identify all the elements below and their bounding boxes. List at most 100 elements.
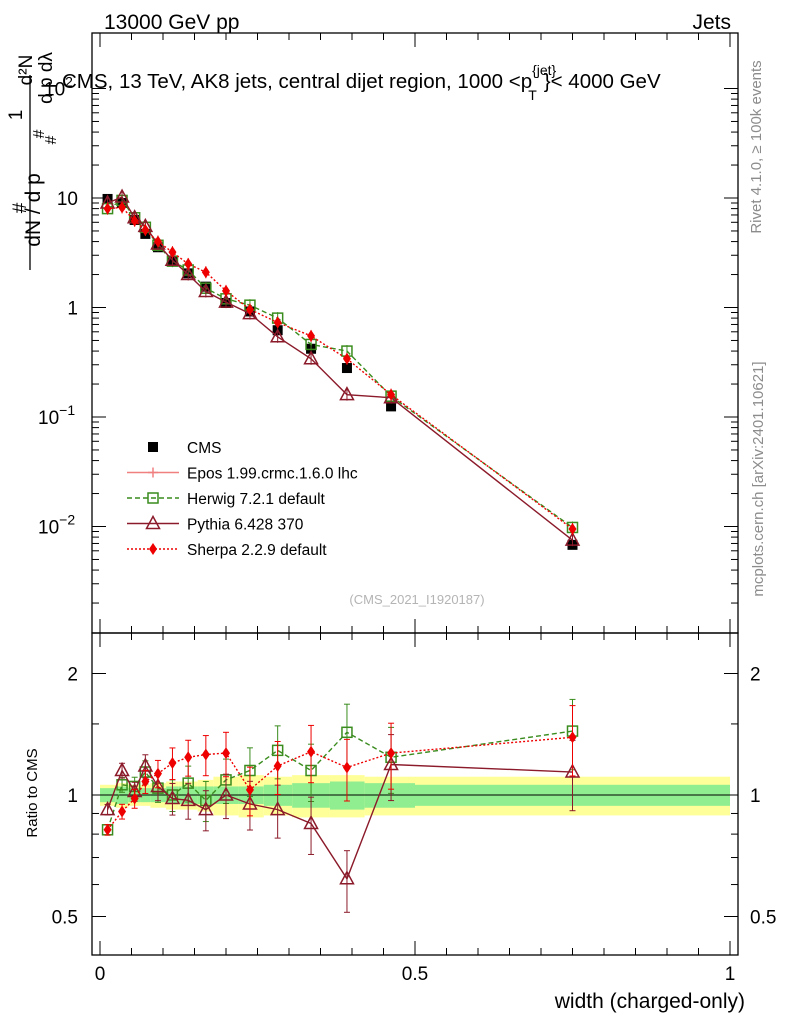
ratio-point-herwig: [341, 726, 353, 739]
data-point-pythia: [218, 293, 234, 308]
ratio-point-sherpa: [387, 747, 396, 760]
plot-title: CMS, 13 TeV, AK8 jets, central dijet reg…: [62, 62, 661, 103]
data-point-sherpa: [273, 316, 282, 329]
svg-text:#: #: [31, 129, 48, 138]
data-point-sherpa: [141, 224, 150, 237]
data-point-pythia: [180, 265, 196, 281]
legend-label-sherpa: Sherpa 2.2.9 default: [187, 542, 327, 559]
ratio-point-pythia: [339, 870, 355, 885]
ratio-point-pythia: [198, 801, 214, 816]
ratio-point-sherpa: [568, 731, 577, 744]
ratio-point-sherpa: [168, 757, 177, 770]
svg-text:d p dλ: d p dλ: [36, 52, 57, 104]
x-tick-label: 0: [95, 964, 106, 985]
svg-text:1: 1: [6, 110, 27, 121]
series-line-pythia: [107, 196, 573, 541]
ratio-point-pythia: [218, 786, 234, 801]
rivet-version-label: Rivet 4.1.0, ≥ 100k events: [748, 60, 765, 233]
process-label: Jets: [692, 11, 731, 34]
ratio-point-pythia: [150, 777, 166, 793]
svg-text:#: #: [43, 135, 60, 144]
legend-marker-cms: [148, 442, 158, 452]
ratio-point-sherpa: [222, 747, 230, 760]
ratio-point-sherpa: [130, 792, 139, 805]
svg-text:dN / d p: dN / d p: [22, 173, 45, 247]
ratio-point-pythia: [180, 791, 196, 807]
analysis-tag: (CMS_2021_I1920187): [349, 592, 484, 607]
ratio-point-sherpa: [118, 805, 127, 818]
ratio-point-pythia: [303, 814, 319, 830]
main-data-layer: [99, 188, 581, 550]
ratio-point-sherpa: [141, 775, 150, 788]
ratio-y-tick-label-right: 1: [750, 786, 761, 807]
ratio-y-tick-label-right: 0.5: [750, 908, 776, 929]
main-y-tick-label: 1: [67, 299, 78, 320]
ratio-point-sherpa: [103, 823, 112, 836]
mcplots-label: mcplots.cern.ch [arXiv:2401.10621]: [750, 361, 767, 596]
data-point-pythia: [150, 235, 166, 250]
data-point-sherpa: [222, 284, 230, 297]
data-point-sherpa: [245, 303, 254, 316]
x-tick-label: 1: [725, 964, 736, 985]
legend-marker-pythia: [145, 514, 161, 530]
legend: CMS Epos 1.99.crmc.1.6.0 lhc Herwig 7.2.1 …: [127, 440, 358, 559]
main-y-tick-label: 10−2: [38, 512, 75, 539]
ratio-y-tick-label: 2: [67, 665, 78, 686]
data-point-pythia: [198, 282, 214, 298]
ratio-data-layer: [99, 698, 581, 913]
ratio-point-sherpa: [153, 767, 162, 780]
x-tick-label: 0.5: [402, 964, 428, 985]
ratio-y-tick-label: 0.5: [52, 908, 78, 929]
data-point-sherpa: [568, 522, 577, 535]
ratio-point-pythia: [99, 801, 116, 816]
legend-marker-sherpa: [149, 543, 157, 555]
data-point-sherpa: [201, 266, 210, 279]
ratio-point-sherpa: [201, 748, 210, 761]
data-point-pythia: [339, 386, 355, 401]
data-point-pythia: [564, 531, 581, 546]
data-point-sherpa: [307, 329, 316, 342]
main-y-tick-label: 10: [57, 189, 78, 210]
ratio-point-pythia: [269, 801, 286, 816]
ratio-point-sherpa: [307, 745, 316, 758]
collision-label: 13000 GeV pp: [104, 11, 239, 34]
legend-label-pythia: Pythia 6.428 370: [187, 517, 304, 534]
data-point-sherpa: [184, 257, 193, 270]
ratio-point-pythia: [114, 761, 130, 777]
legend-marker-herwig: [147, 492, 159, 504]
ratio-point-sherpa: [245, 783, 254, 796]
legend-label-herwig: Herwig 7.2.1 default: [187, 491, 326, 508]
ratio-point-sherpa: [273, 759, 282, 772]
data-point-pythia: [164, 251, 181, 267]
data-point-cms: [341, 363, 352, 374]
legend-label-cms: CMS: [187, 440, 221, 457]
data-point-sherpa: [168, 246, 177, 259]
main-y-tick-label: 102: [44, 74, 73, 101]
ratio-point-sherpa: [342, 761, 351, 774]
svg-text:#: #: [10, 202, 31, 213]
data-point-sherpa: [387, 388, 396, 401]
legend-label-epos: Epos 1.99.crmc.1.6.0 lhc: [187, 466, 358, 483]
ratio-point-pythia: [164, 789, 181, 805]
svg-text:d²N: d²N: [16, 55, 37, 86]
data-point-sherpa: [130, 214, 139, 227]
data-point-pythia: [269, 328, 286, 343]
ratio-point-pythia: [564, 763, 581, 778]
legend-marker-epos: [148, 467, 158, 478]
data-point-sherpa: [118, 201, 127, 214]
ratio-uncertainty-band: [100, 775, 730, 818]
ratio-y-axis-label: Ratio to CMS: [24, 748, 41, 837]
axes: 0 0.5 1 10−2 10−1 1 10 102 0.5 0.5 1 1 2 2: [38, 33, 776, 985]
main-y-axis-label: # dN / d p 1 # # d²N d p dλ: [6, 52, 60, 270]
data-point-cms: [386, 401, 397, 412]
data-point-sherpa: [153, 235, 162, 248]
ratio-y-tick-label-right: 2: [750, 665, 761, 686]
x-axis-label: width (charged-only): [554, 990, 745, 1013]
data-point-sherpa: [342, 352, 351, 365]
data-point-pythia: [303, 350, 319, 365]
ratio-point-sherpa: [184, 751, 193, 764]
data-point-sherpa: [103, 202, 112, 215]
data-point-pythia: [242, 305, 258, 320]
main-y-tick-label: 10−1: [38, 402, 75, 429]
